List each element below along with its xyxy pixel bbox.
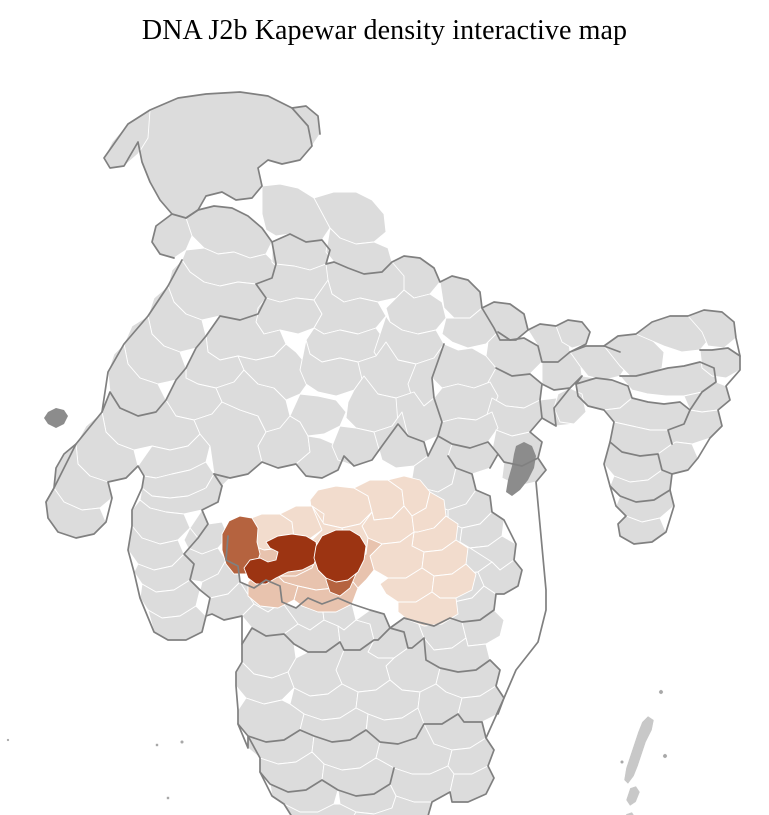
- state-boundary: [184, 486, 222, 616]
- district-region[interactable]: [350, 796, 432, 815]
- state-boundary: [576, 378, 690, 410]
- state-boundaries-layer: [46, 92, 740, 815]
- district-region[interactable]: [440, 276, 482, 318]
- region-east-coastal-strip[interactable]: [506, 442, 536, 496]
- state-boundary: [496, 368, 542, 384]
- district-region[interactable]: [262, 184, 330, 242]
- state-boundary: [102, 242, 276, 416]
- state-boundary: [46, 444, 76, 502]
- district-medium-low-density[interactable]: [350, 538, 382, 588]
- state-boundary: [482, 308, 528, 340]
- district-region[interactable]: [124, 316, 186, 384]
- state-boundary: [260, 768, 394, 796]
- district-high-density-west[interactable]: [244, 534, 318, 584]
- island-shape[interactable]: [623, 715, 655, 785]
- island-dot[interactable]: [6, 738, 10, 742]
- state-boundary: [152, 214, 174, 258]
- lakshadweep-islands: [6, 738, 185, 800]
- state-boundary: [242, 628, 390, 652]
- andaman-nicobar-islands: [619, 689, 668, 815]
- island-dot[interactable]: [179, 739, 185, 745]
- dark-grey-regions-layer: [44, 408, 536, 496]
- state-boundary: [540, 310, 740, 544]
- india-map-canvas[interactable]: [0, 50, 769, 815]
- state-boundary: [104, 92, 312, 218]
- island-dot[interactable]: [619, 759, 625, 765]
- state-boundary: [214, 424, 538, 478]
- district-region[interactable]: [256, 298, 322, 334]
- region-daman-diu[interactable]: [44, 408, 68, 428]
- district-region[interactable]: [554, 388, 586, 424]
- district-region[interactable]: [290, 394, 346, 436]
- island-dot[interactable]: [658, 689, 664, 695]
- low-density-layer: [242, 476, 476, 626]
- state-boundary: [700, 348, 740, 356]
- district-high-density-east[interactable]: [314, 530, 366, 582]
- island-dot[interactable]: [662, 753, 668, 759]
- state-boundary: [498, 332, 570, 362]
- state-boundary: [610, 486, 670, 502]
- island-dot[interactable]: [155, 743, 159, 747]
- state-boundary: [46, 260, 546, 815]
- base-districts-layer: [46, 92, 740, 815]
- india-choropleth-svg[interactable]: [0, 50, 769, 815]
- state-boundary: [292, 106, 320, 134]
- state-boundary: [238, 714, 486, 744]
- page-title: DNA J2b Kapewar density interactive map: [141, 15, 628, 46]
- state-boundary: [620, 362, 716, 444]
- state-boundary: [214, 456, 522, 628]
- island-dot[interactable]: [166, 796, 170, 800]
- state-boundary: [610, 442, 672, 474]
- high-density-layer: [244, 530, 366, 584]
- state-boundary: [432, 344, 444, 436]
- island-shape[interactable]: [625, 785, 641, 807]
- state-boundary: [390, 628, 504, 698]
- island-shape[interactable]: [624, 811, 636, 815]
- state-boundary: [186, 206, 620, 352]
